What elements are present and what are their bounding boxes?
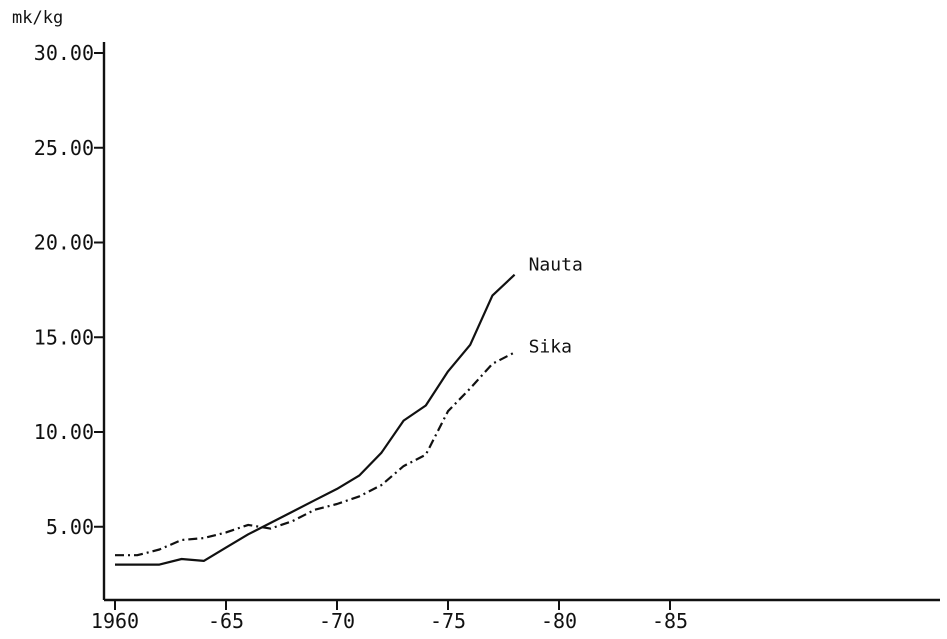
x-tick-label: -75 [430, 609, 466, 633]
series-label-nauta: Nauta [529, 255, 583, 276]
x-tick-label: 1960 [91, 609, 139, 633]
axes [102, 42, 940, 602]
y-tick-label: 30.00 [34, 41, 94, 65]
y-tick-label: 20.00 [34, 231, 94, 255]
x-tick-label: -70 [319, 609, 355, 633]
y-tick-label: 10.00 [34, 420, 94, 444]
y-tick-label: 25.00 [34, 136, 94, 160]
series-lines [115, 273, 516, 566]
series-label-sika: Sika [529, 336, 572, 357]
x-tick-label: -65 [208, 609, 244, 633]
y-axis-ticks: 5.00 10.00 15.00 20.00 25.00 30.00 [34, 41, 104, 539]
series-labels: Nauta Sika [529, 255, 583, 358]
y-tick-label: 5.00 [46, 515, 94, 539]
y-axis-unit-label: mk/kg [12, 8, 63, 28]
x-tick-label: -80 [541, 609, 577, 633]
x-tick-label: -85 [652, 609, 688, 633]
x-axis-ticks: 1960 -65 -70 -75 -80 -85 [91, 600, 688, 633]
series-line-sika [115, 351, 516, 557]
series-line-nauta [115, 273, 516, 566]
y-tick-label: 15.00 [34, 325, 94, 349]
